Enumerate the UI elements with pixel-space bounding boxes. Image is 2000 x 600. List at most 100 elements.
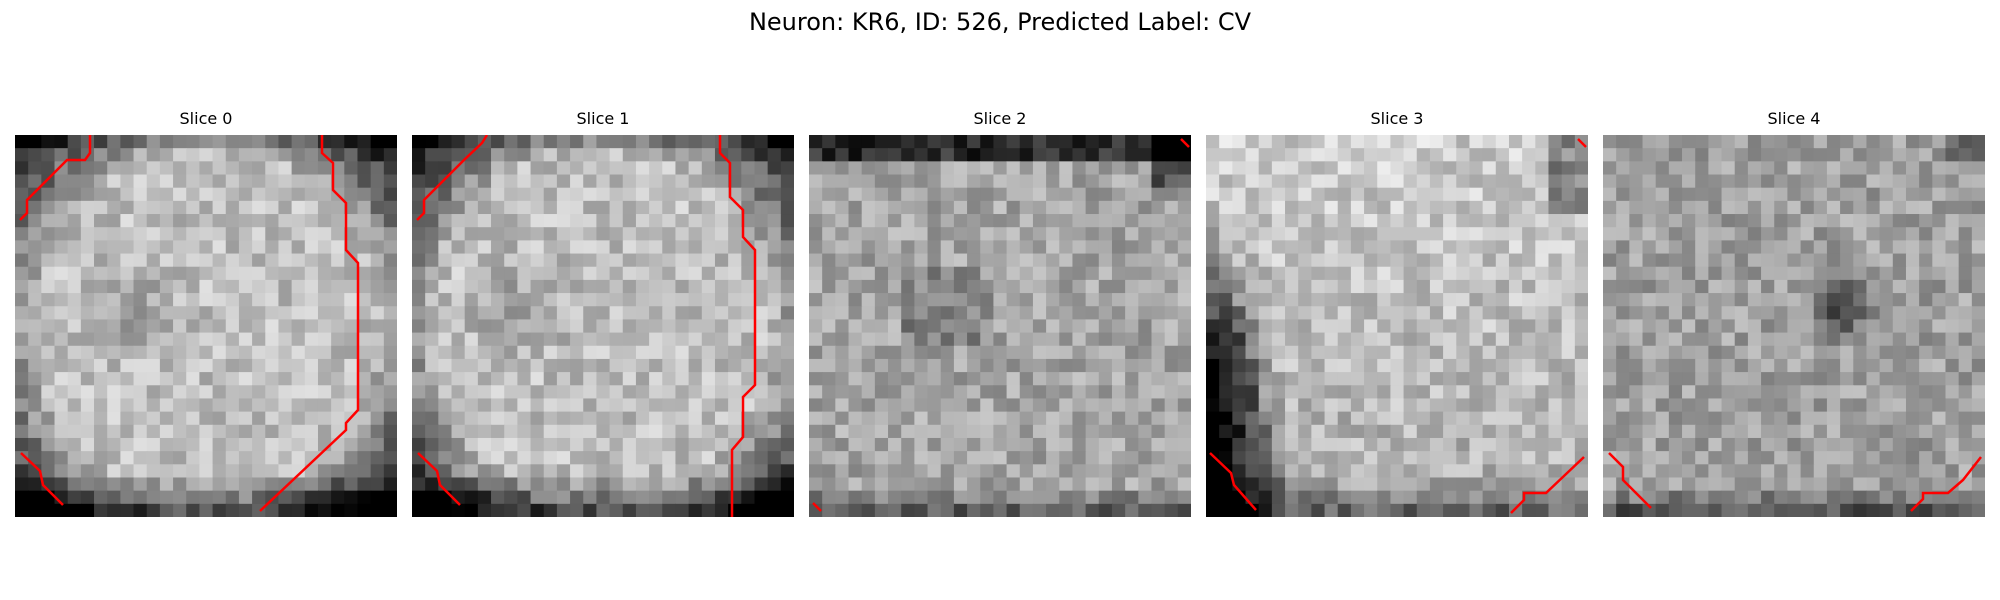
pixel-cell bbox=[636, 161, 650, 175]
pixel-cell bbox=[94, 175, 108, 189]
pixel-cell bbox=[1285, 346, 1299, 360]
pixel-cell bbox=[1562, 201, 1576, 215]
pixel-cell bbox=[1735, 491, 1749, 505]
pixel-cell bbox=[967, 385, 981, 399]
pixel-cell bbox=[675, 504, 689, 517]
pixel-cell bbox=[1735, 280, 1749, 294]
pixel-cell bbox=[1616, 359, 1630, 373]
pixel-cell bbox=[452, 227, 466, 241]
pixel-cell bbox=[134, 425, 148, 439]
pixel-cell bbox=[384, 412, 397, 426]
pixel-cell bbox=[623, 175, 637, 189]
pixel-cell bbox=[68, 267, 82, 281]
pixel-cell bbox=[715, 385, 729, 399]
pixel-cell bbox=[1443, 464, 1457, 478]
pixel-cell bbox=[531, 359, 545, 373]
pixel-cell bbox=[1259, 451, 1273, 465]
pixel-cell bbox=[689, 227, 703, 241]
pixel-cell bbox=[1112, 504, 1126, 517]
pixel-cell bbox=[583, 412, 597, 426]
pixel-cell bbox=[1125, 491, 1139, 505]
pixel-cell bbox=[28, 385, 42, 399]
pixel-cell bbox=[1007, 372, 1021, 386]
pixel-cell bbox=[754, 214, 768, 228]
pixel-cell bbox=[1682, 135, 1696, 149]
pixel-cell bbox=[849, 201, 863, 215]
pixel-cell bbox=[1932, 504, 1946, 517]
pixel-cell bbox=[901, 398, 915, 412]
pixel-cell bbox=[610, 346, 624, 360]
pixel-cell bbox=[1562, 254, 1576, 268]
pixel-cell bbox=[1390, 398, 1404, 412]
pixel-cell bbox=[1351, 385, 1365, 399]
pixel-cell bbox=[1801, 306, 1815, 320]
pixel-cell bbox=[1325, 385, 1339, 399]
pixel-cell bbox=[318, 293, 332, 307]
pixel-cell bbox=[728, 319, 742, 333]
pixel-cell bbox=[1827, 148, 1841, 162]
pixel-cell bbox=[901, 359, 915, 373]
pixel-cell bbox=[1099, 175, 1113, 189]
pixel-cell bbox=[1007, 306, 1021, 320]
pixel-cell bbox=[1840, 319, 1854, 333]
pixel-cell bbox=[1735, 201, 1749, 215]
pixel-cell bbox=[1138, 161, 1152, 175]
pixel-cell bbox=[1033, 214, 1047, 228]
pixel-cell bbox=[557, 477, 571, 491]
pixel-cell bbox=[1801, 214, 1815, 228]
pixel-cell bbox=[28, 412, 42, 426]
pixel-cell bbox=[239, 359, 253, 373]
pixel-cell bbox=[120, 385, 134, 399]
pixel-cell bbox=[186, 425, 200, 439]
pixel-cell bbox=[1643, 240, 1657, 254]
pixel-cell bbox=[94, 240, 108, 254]
pixel-cell bbox=[1219, 175, 1233, 189]
pixel-cell bbox=[1959, 412, 1973, 426]
pixel-cell bbox=[1469, 504, 1483, 517]
pixel-cell bbox=[570, 135, 584, 149]
pixel-cell bbox=[68, 319, 82, 333]
pixel-cell bbox=[1575, 346, 1588, 360]
pixel-cell bbox=[1219, 188, 1233, 202]
pixel-cell bbox=[809, 148, 823, 162]
pixel-cell bbox=[954, 148, 968, 162]
pixel-cell bbox=[1509, 333, 1523, 347]
pixel-cell bbox=[1616, 438, 1630, 452]
pixel-cell bbox=[1456, 161, 1470, 175]
pixel-cell bbox=[478, 201, 492, 215]
pixel-cell bbox=[1629, 175, 1643, 189]
pixel-cell bbox=[636, 188, 650, 202]
pixel-cell bbox=[305, 214, 319, 228]
pixel-cell bbox=[199, 333, 213, 347]
pixel-cell bbox=[570, 333, 584, 347]
pixel-cell bbox=[849, 504, 863, 517]
pixel-cell bbox=[809, 477, 823, 491]
pixel-cell bbox=[68, 398, 82, 412]
pixel-cell bbox=[1456, 504, 1470, 517]
pixel-cell bbox=[875, 359, 889, 373]
pixel-cell bbox=[478, 148, 492, 162]
pixel-cell bbox=[1151, 319, 1165, 333]
pixel-cell bbox=[689, 425, 703, 439]
pixel-cell bbox=[120, 175, 134, 189]
pixel-cell bbox=[1814, 425, 1828, 439]
pixel-cell bbox=[1390, 148, 1404, 162]
pixel-cell bbox=[504, 425, 518, 439]
pixel-cell bbox=[954, 385, 968, 399]
pixel-cell bbox=[491, 280, 505, 294]
pixel-cell bbox=[1535, 372, 1549, 386]
pixel-cell bbox=[1840, 451, 1854, 465]
pixel-cell bbox=[1535, 135, 1549, 149]
pixel-cell bbox=[636, 477, 650, 491]
pixel-cell bbox=[822, 254, 836, 268]
pixel-cell bbox=[412, 464, 426, 478]
pixel-cell bbox=[901, 319, 915, 333]
pixel-cell bbox=[1086, 385, 1100, 399]
pixel-cell bbox=[120, 464, 134, 478]
pixel-cell bbox=[1112, 280, 1126, 294]
pixel-cell bbox=[465, 214, 479, 228]
pixel-cell bbox=[147, 451, 161, 465]
pixel-cell bbox=[371, 214, 385, 228]
pixel-cell bbox=[809, 464, 823, 478]
pixel-cell bbox=[689, 267, 703, 281]
